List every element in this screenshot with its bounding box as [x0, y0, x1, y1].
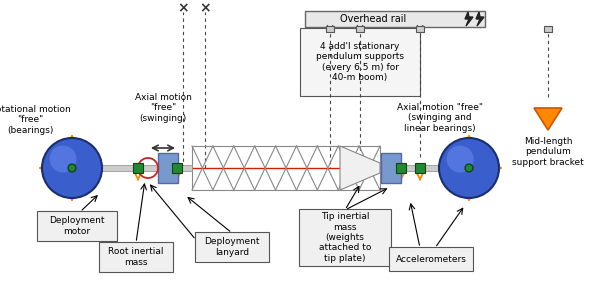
Bar	[300, 28, 420, 96]
Circle shape	[42, 138, 102, 198]
Circle shape	[49, 146, 77, 173]
Text: Mid-length
pendulum
support bracket: Mid-length pendulum support bracket	[512, 137, 584, 167]
Bar	[133, 163, 143, 173]
Circle shape	[439, 138, 499, 198]
Bar	[326, 26, 334, 32]
FancyBboxPatch shape	[37, 211, 117, 241]
FancyBboxPatch shape	[299, 209, 391, 266]
Text: Accelerometers: Accelerometers	[395, 254, 466, 263]
Bar	[401, 165, 421, 171]
Bar	[192, 146, 380, 190]
Circle shape	[465, 164, 473, 172]
Text: Overhead rail: Overhead rail	[340, 14, 407, 24]
Bar	[158, 153, 178, 183]
FancyBboxPatch shape	[389, 247, 473, 271]
Text: Deployment
lanyard: Deployment lanyard	[204, 237, 260, 257]
FancyBboxPatch shape	[99, 242, 173, 272]
Circle shape	[446, 146, 473, 173]
FancyBboxPatch shape	[195, 232, 269, 262]
Bar	[305, 11, 485, 27]
Bar	[415, 163, 425, 173]
Text: 4 add'l stationary
pendulum supports
(every 6.5 m) for
40-m boom): 4 add'l stationary pendulum supports (ev…	[316, 42, 404, 82]
Bar	[416, 26, 424, 32]
Bar	[381, 153, 401, 183]
Text: ×: ×	[177, 1, 189, 15]
Bar	[425, 165, 439, 171]
Text: Root inertial
mass: Root inertial mass	[108, 247, 164, 267]
Text: Axial motion
"free"
(swinging): Axial motion "free" (swinging)	[134, 93, 191, 123]
Polygon shape	[340, 146, 380, 190]
Bar	[396, 163, 406, 173]
Polygon shape	[465, 12, 473, 26]
Bar	[172, 163, 182, 173]
Bar	[356, 26, 364, 32]
Bar	[177, 165, 192, 171]
Circle shape	[68, 164, 76, 172]
Bar	[544, 26, 552, 32]
Bar	[102, 165, 158, 171]
Text: ×: ×	[199, 1, 211, 15]
Text: Rotational motion
"free"
(bearings): Rotational motion "free" (bearings)	[0, 105, 70, 135]
Polygon shape	[476, 12, 484, 26]
Text: Deployment
motor: Deployment motor	[49, 216, 105, 236]
Text: Tip inertial
mass
(weights
attached to
tip plate): Tip inertial mass (weights attached to t…	[319, 212, 371, 263]
Text: Axial motion "free"
(swinging and
linear bearings): Axial motion "free" (swinging and linear…	[397, 103, 483, 133]
Polygon shape	[534, 108, 562, 130]
